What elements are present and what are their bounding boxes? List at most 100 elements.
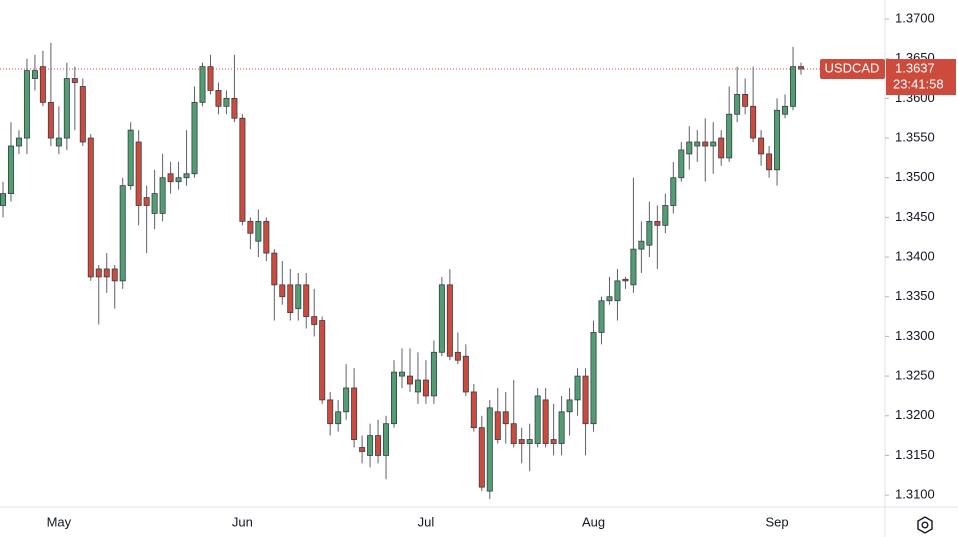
candle-body — [295, 284, 302, 310]
candle-body — [207, 66, 214, 91]
candle-body — [486, 407, 493, 492]
candle-body — [790, 66, 797, 107]
candle-body — [63, 78, 70, 139]
candle-body — [111, 268, 118, 282]
candle-body — [494, 411, 501, 440]
candle-body — [327, 399, 334, 425]
candle-body — [670, 177, 677, 206]
candle-body — [398, 371, 405, 377]
candle-body — [742, 94, 749, 107]
candle-body — [215, 90, 222, 107]
candle-body — [718, 137, 725, 159]
candle-body — [702, 141, 709, 147]
candle-body — [526, 439, 533, 444]
candle-body — [87, 137, 94, 278]
candle-body — [726, 113, 733, 159]
candle-body — [454, 351, 461, 361]
candle-body — [279, 284, 286, 298]
y-tick-label: 1.3350 — [895, 288, 935, 303]
candle-body — [590, 332, 597, 425]
symbol-label: USDCAD — [825, 60, 880, 75]
candle-body — [175, 177, 182, 183]
candle-body — [223, 97, 230, 107]
candle-body — [127, 129, 134, 187]
candle-body — [391, 371, 398, 425]
symbol-badge — [820, 59, 885, 80]
price-badge — [886, 59, 956, 96]
candle-body — [119, 185, 126, 282]
candle-body — [271, 252, 278, 286]
candle-body — [343, 387, 350, 413]
settings-icon[interactable] — [917, 516, 933, 534]
candle-body — [462, 355, 469, 393]
candle-body — [335, 411, 342, 425]
candle-body — [678, 149, 685, 179]
candle-body — [367, 435, 374, 456]
candle-body — [438, 284, 445, 353]
candle-body — [31, 70, 38, 79]
candle-body — [23, 70, 30, 139]
candle-body — [630, 248, 637, 286]
candle-body — [766, 153, 773, 171]
candle-body — [231, 97, 238, 119]
candle-body — [351, 387, 358, 440]
candle-body — [311, 316, 318, 325]
candle-body — [542, 399, 549, 444]
candle-body — [446, 284, 453, 357]
candle-body — [686, 141, 693, 155]
candle-body — [782, 105, 789, 115]
y-tick-label: 1.3700 — [895, 10, 935, 25]
candle-body — [550, 439, 557, 444]
y-tick-label: 1.3300 — [895, 328, 935, 343]
x-tick-label: Jul — [418, 514, 435, 529]
candle-body — [0, 193, 6, 206]
settings-hexagon — [917, 516, 933, 534]
y-tick-label: 1.3500 — [895, 169, 935, 184]
candle-body — [375, 435, 382, 456]
candle-body — [151, 193, 158, 214]
candle-body — [47, 101, 54, 139]
candle-body — [191, 101, 198, 175]
candle-body — [135, 141, 142, 206]
candle-body — [247, 220, 254, 234]
candle-body — [414, 379, 421, 393]
x-tick-label: Sep — [765, 514, 788, 529]
candle-body — [319, 320, 326, 401]
y-tick-label: 1.3550 — [895, 129, 935, 144]
candle-body — [167, 173, 174, 183]
candle-body — [558, 411, 565, 444]
candle-body — [143, 197, 150, 206]
candle-body — [79, 86, 86, 143]
candle-body — [646, 220, 653, 246]
candle-body — [103, 268, 110, 278]
y-tick-label: 1.3200 — [895, 407, 935, 422]
candle-body — [55, 137, 62, 147]
candle-body — [303, 284, 310, 317]
y-tick-label: 1.3450 — [895, 209, 935, 224]
countdown-label: 23:41:58 — [893, 76, 944, 91]
candle-body — [734, 94, 741, 115]
x-tick-label: Jun — [232, 514, 253, 529]
candle-body — [470, 391, 477, 429]
candle-body — [694, 141, 701, 147]
y-tick-label: 1.3150 — [895, 447, 935, 462]
candle-body — [662, 205, 669, 226]
candle-body — [710, 141, 717, 147]
candle-body — [71, 78, 78, 83]
candle-body — [502, 411, 509, 425]
candle-body — [598, 300, 605, 333]
candle-body — [383, 423, 390, 456]
candle-body — [422, 379, 429, 397]
candle-body — [606, 296, 613, 302]
settings-dot — [921, 521, 929, 529]
candle-body — [95, 268, 102, 278]
candle-body — [622, 278, 629, 282]
candle-body — [359, 447, 366, 452]
x-tick-label: May — [47, 514, 72, 529]
candle-body — [574, 375, 581, 401]
candle-body — [518, 439, 525, 444]
candle-body — [510, 423, 517, 444]
candle-body — [750, 105, 757, 139]
candle-body — [159, 177, 166, 214]
